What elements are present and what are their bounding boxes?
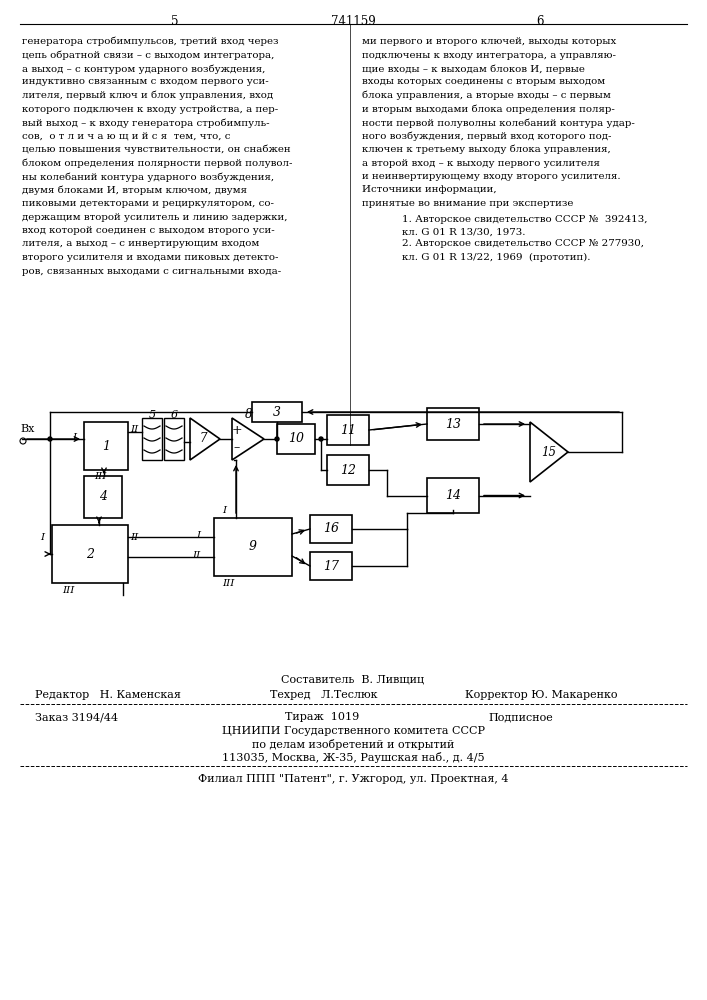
Text: Подписное: Подписное — [488, 712, 553, 722]
Text: 10: 10 — [288, 432, 304, 446]
Text: Составитель  В. Ливщиц: Составитель В. Ливщиц — [281, 675, 425, 685]
Text: 741159: 741159 — [331, 15, 375, 28]
Text: 17: 17 — [323, 560, 339, 572]
Text: блоком определения полярности первой полувол-: блоком определения полярности первой пол… — [22, 158, 293, 168]
Text: ключен к третьему выходу блока управления,: ключен к третьему выходу блока управлени… — [362, 145, 611, 154]
Text: 14: 14 — [445, 489, 461, 502]
Text: ми первого и второго ключей, выходы которых: ми первого и второго ключей, выходы кото… — [362, 37, 617, 46]
Text: 2. Авторское свидетельство СССР № 277930,: 2. Авторское свидетельство СССР № 277930… — [402, 239, 644, 248]
Bar — [310, 515, 352, 543]
Text: кл. G 01 R 13/22, 1969  (прототип).: кл. G 01 R 13/22, 1969 (прототип). — [402, 253, 590, 262]
Text: щие входы – к выходам блоков И, первые: щие входы – к выходам блоков И, первые — [362, 64, 585, 74]
Text: которого подключен к входу устройства, а пер-: которого подключен к входу устройства, а… — [22, 104, 279, 113]
Bar — [327, 455, 369, 485]
Text: II: II — [192, 550, 200, 560]
Text: лителя, а выход – с инвертирующим входом: лителя, а выход – с инвертирующим входом — [22, 239, 259, 248]
Bar — [277, 424, 315, 454]
Bar — [252, 402, 302, 422]
Text: 7: 7 — [199, 432, 206, 446]
Text: ного возбуждения, первый вход которого под-: ного возбуждения, первый вход которого п… — [362, 131, 612, 141]
Text: ности первой полуволны колебаний контура удар-: ности первой полуволны колебаний контура… — [362, 118, 635, 127]
Text: Филиал ППП "Патент", г. Ужгород, ул. Проектная, 4: Филиал ППП "Патент", г. Ужгород, ул. Про… — [198, 774, 508, 784]
Text: 8: 8 — [245, 408, 252, 420]
Text: а выход – с контуром ударного возбуждения,: а выход – с контуром ударного возбуждени… — [22, 64, 265, 74]
Circle shape — [275, 437, 279, 441]
Text: I: I — [196, 530, 200, 540]
Bar — [142, 418, 162, 460]
Text: лителя, первый ключ и блок управления, вход: лителя, первый ключ и блок управления, в… — [22, 91, 273, 101]
Text: 6: 6 — [170, 410, 177, 420]
Text: Техред   Л.Теслюк: Техред Л.Теслюк — [270, 690, 378, 700]
Text: 9: 9 — [249, 540, 257, 554]
Text: –: – — [234, 442, 240, 454]
Bar — [214, 518, 292, 576]
Text: Вх: Вх — [20, 424, 35, 434]
Text: I: I — [222, 506, 226, 515]
Text: 2: 2 — [86, 548, 94, 560]
Text: держащим второй усилитель и линию задержки,: держащим второй усилитель и линию задерж… — [22, 213, 288, 222]
Text: III: III — [222, 579, 235, 588]
Text: II: II — [130, 426, 139, 434]
Text: 11: 11 — [340, 424, 356, 436]
Bar — [164, 418, 184, 460]
Text: ны колебаний контура ударного возбуждения,: ны колебаний контура ударного возбуждени… — [22, 172, 274, 182]
Text: 113035, Москва, Ж-35, Раушская наб., д. 4/5: 113035, Москва, Ж-35, Раушская наб., д. … — [222, 752, 484, 763]
Text: ров, связанных выходами с сигнальными входа-: ров, связанных выходами с сигнальными вх… — [22, 266, 281, 275]
Text: 6: 6 — [536, 15, 544, 28]
Bar — [84, 422, 128, 470]
Text: 15: 15 — [542, 446, 556, 458]
Text: вход которой соединен с выходом второго уси-: вход которой соединен с выходом второго … — [22, 226, 275, 235]
Text: а второй вход – к выходу первого усилителя: а второй вход – к выходу первого усилите… — [362, 158, 600, 167]
Bar — [327, 415, 369, 445]
Text: и вторым выходами блока определения поляр-: и вторым выходами блока определения поля… — [362, 104, 615, 114]
Text: сов,  о т л и ч а ю щ и й с я  тем, что, с: сов, о т л и ч а ю щ и й с я тем, что, с — [22, 131, 230, 140]
Text: I: I — [72, 432, 76, 442]
Text: подключены к входу интегратора, а управляю-: подключены к входу интегратора, а управл… — [362, 50, 616, 60]
Text: II: II — [130, 532, 139, 542]
Text: 4: 4 — [99, 490, 107, 504]
Text: двумя блоками И, вторым ключом, двумя: двумя блоками И, вторым ключом, двумя — [22, 186, 247, 195]
Text: 1: 1 — [102, 440, 110, 452]
Text: III: III — [62, 586, 74, 595]
Text: +: + — [232, 424, 243, 436]
Text: III: III — [94, 472, 106, 481]
Text: индуктивно связанным с входом первого уси-: индуктивно связанным с входом первого ус… — [22, 78, 269, 87]
Circle shape — [48, 437, 52, 441]
Text: по делам изобретений и открытий: по делам изобретений и открытий — [252, 739, 454, 750]
Text: 5: 5 — [171, 15, 179, 28]
Text: 3: 3 — [273, 406, 281, 418]
Text: пиковыми детекторами и рециркулятором, со-: пиковыми детекторами и рециркулятором, с… — [22, 199, 274, 208]
Bar — [52, 525, 128, 583]
Circle shape — [319, 437, 323, 441]
Text: I: I — [40, 532, 44, 542]
Text: Тираж  1019: Тираж 1019 — [285, 712, 359, 722]
Text: Источники информации,: Источники информации, — [362, 186, 496, 194]
Text: Редактор   Н. Каменская: Редактор Н. Каменская — [35, 690, 181, 700]
Text: 16: 16 — [323, 522, 339, 536]
Text: блока управления, а вторые входы – с первым: блока управления, а вторые входы – с пер… — [362, 91, 611, 101]
Text: 1. Авторское свидетельство СССР №  392413,: 1. Авторское свидетельство СССР № 392413… — [402, 215, 648, 224]
Text: Корректор Ю. Макаренко: Корректор Ю. Макаренко — [465, 690, 617, 700]
Text: второго усилителя и входами пиковых детекто-: второго усилителя и входами пиковых дете… — [22, 253, 279, 262]
Bar — [427, 408, 479, 440]
Text: и неинвертирующему входу второго усилителя.: и неинвертирующему входу второго усилите… — [362, 172, 621, 181]
Text: Заказ 3194/44: Заказ 3194/44 — [35, 712, 118, 722]
Text: 13: 13 — [445, 418, 461, 430]
Text: 5: 5 — [148, 410, 156, 420]
Text: ЦНИИПИ Государственного комитета СССР: ЦНИИПИ Государственного комитета СССР — [221, 726, 484, 736]
Bar — [427, 478, 479, 513]
Text: целью повышения чувствительности, он снабжен: целью повышения чувствительности, он сна… — [22, 145, 291, 154]
Text: принятые во внимание при экспертизе: принятые во внимание при экспертизе — [362, 199, 573, 208]
Text: входы которых соединены с вторым выходом: входы которых соединены с вторым выходом — [362, 78, 605, 87]
Text: генератора стробимпульсов, третий вход через: генератора стробимпульсов, третий вход ч… — [22, 37, 279, 46]
Text: 12: 12 — [340, 464, 356, 477]
Bar — [84, 476, 122, 518]
Text: вый выход – к входу генератора стробимпуль-: вый выход – к входу генератора стробимпу… — [22, 118, 269, 127]
Text: кл. G 01 R 13/30, 1973.: кл. G 01 R 13/30, 1973. — [402, 228, 525, 237]
Bar — [310, 552, 352, 580]
Text: цепь обратной связи – с выходом интегратора,: цепь обратной связи – с выходом интеграт… — [22, 50, 274, 60]
